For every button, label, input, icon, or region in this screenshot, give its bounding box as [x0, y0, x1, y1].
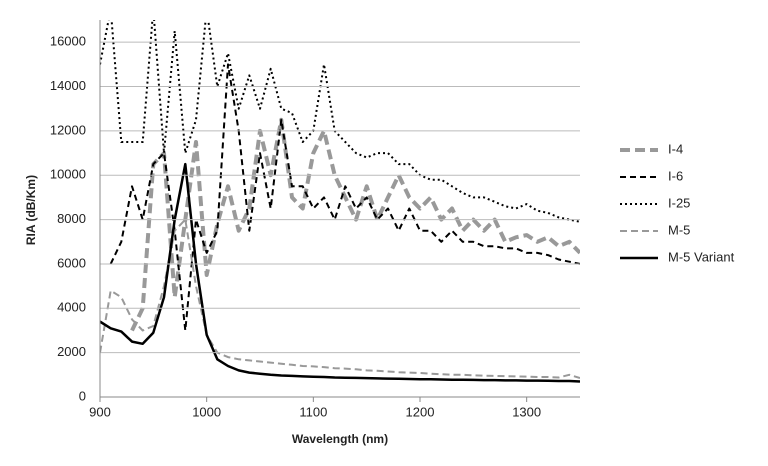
y-tick-label: 6000 [57, 255, 86, 270]
legend-label: I-4 [668, 141, 683, 156]
x-axis-title: Wavelength (nm) [292, 432, 388, 446]
x-tick-label: 1000 [192, 404, 221, 419]
y-tick-label: 8000 [57, 211, 86, 226]
plot-lines [100, 20, 580, 383]
y-tick-label: 16000 [50, 34, 86, 49]
y-tick-label: 12000 [50, 122, 86, 137]
y-tick-label: 0 [79, 388, 86, 403]
y-tick-label: 14000 [50, 78, 86, 93]
x-tick-label: 900 [89, 404, 111, 419]
y-tick-label: 4000 [57, 300, 86, 315]
y-tick-label: 2000 [57, 344, 86, 359]
series-line [109, 63, 580, 332]
legend-label: M-5 [668, 222, 690, 237]
series-line [100, 218, 580, 380]
legend-label: I-6 [668, 168, 683, 183]
x-tick-label: 1200 [406, 404, 435, 419]
x-tick-label: 1300 [512, 404, 541, 419]
legend-label: I-25 [668, 195, 690, 210]
legend-label: M-5 Variant [668, 249, 735, 264]
series-line [100, 162, 580, 383]
y-tick-label: 10000 [50, 167, 86, 182]
x-tick-label: 1100 [299, 404, 327, 419]
series-line [100, 20, 580, 223]
y-axis-title: RIA (dB/Km) [24, 175, 38, 245]
